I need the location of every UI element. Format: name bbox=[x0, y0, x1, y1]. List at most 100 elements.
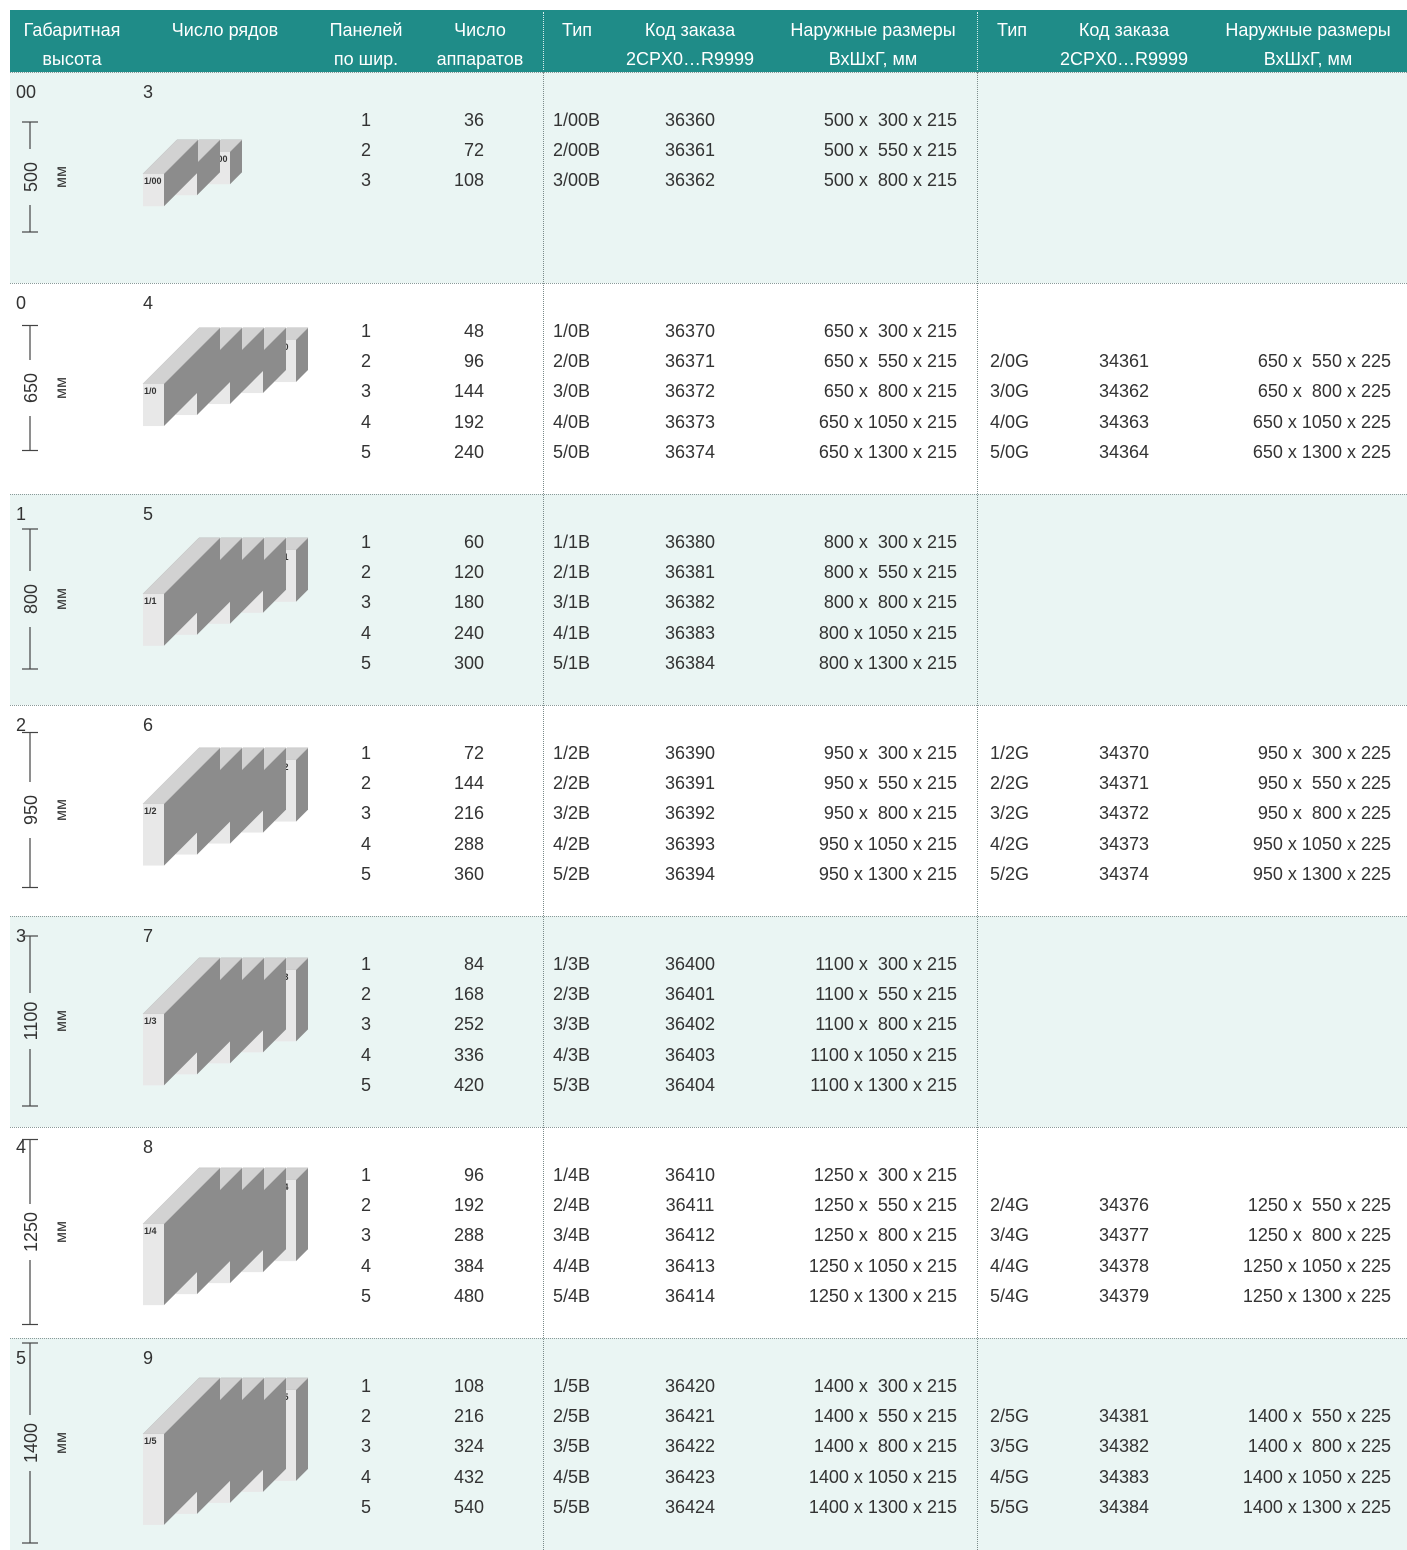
dimensions: 650 x 1300 x 225 bbox=[1252, 441, 1391, 462]
order-code: 36424 bbox=[664, 1496, 716, 1517]
header-cell: по шир. bbox=[333, 49, 399, 69]
cabinet-side bbox=[164, 1167, 220, 1306]
dimensions: 650 x 1300 x 215 bbox=[818, 441, 957, 462]
header-divider bbox=[543, 12, 544, 70]
dimensions: 800 x 550 x 215 bbox=[823, 562, 957, 583]
panels: 1 bbox=[360, 743, 372, 763]
dimensions: 500 x 550 x 215 bbox=[823, 140, 957, 161]
type: 5/2B bbox=[553, 863, 591, 884]
type: 2/1B bbox=[553, 562, 591, 583]
header-cell: высота bbox=[42, 49, 102, 69]
cabinet-front bbox=[143, 803, 164, 866]
type: 1/4B bbox=[553, 1165, 591, 1185]
order-code: 34376 bbox=[1098, 1195, 1150, 1216]
devices: 168 bbox=[453, 984, 484, 1005]
cabinet-side bbox=[263, 957, 286, 1053]
devices: 96 bbox=[463, 351, 484, 372]
cabinet-side bbox=[164, 747, 220, 866]
cabinet-side bbox=[230, 747, 264, 844]
height-unit: мм bbox=[53, 588, 70, 610]
order-code: 36361 bbox=[664, 140, 716, 161]
dimensions: 950 x 1300 x 215 bbox=[818, 863, 957, 884]
devices: 252 bbox=[453, 1014, 484, 1035]
dimensions: 1400 x 550 x 225 bbox=[1247, 1406, 1391, 1427]
size-code: 2 bbox=[16, 715, 27, 735]
type: 4/3B bbox=[553, 1044, 591, 1065]
rows-count: 9 bbox=[143, 1348, 154, 1368]
panels: 2 bbox=[360, 562, 372, 583]
dimensions: 1400 x 1300 x 215 bbox=[808, 1496, 957, 1517]
cabinet-side bbox=[197, 139, 220, 196]
cabinet-front bbox=[143, 1223, 164, 1306]
type: 1/2G bbox=[990, 743, 1030, 763]
cabinet-side bbox=[164, 957, 220, 1086]
devices: 300 bbox=[453, 652, 484, 673]
type: 2/4B bbox=[553, 1195, 591, 1216]
panels: 2 bbox=[360, 773, 372, 794]
order-code: 34363 bbox=[1098, 411, 1150, 432]
type: 3/4G bbox=[990, 1225, 1030, 1246]
header-cell: Тип bbox=[996, 20, 1028, 40]
type: 2/5G bbox=[990, 1406, 1030, 1427]
dimensions: 500 x 300 x 215 bbox=[823, 110, 957, 130]
order-code: 36400 bbox=[664, 954, 716, 974]
type: 3/0G bbox=[990, 381, 1030, 402]
type: 5/4B bbox=[553, 1285, 591, 1306]
type: 2/4G bbox=[990, 1195, 1030, 1216]
type: 3/5B bbox=[553, 1436, 591, 1457]
size-code: 00 bbox=[16, 82, 37, 102]
cabinet-front bbox=[143, 1013, 164, 1086]
dimensions: 1250 x 1050 x 225 bbox=[1242, 1255, 1391, 1276]
panels: 1 bbox=[360, 954, 372, 974]
cabinet-label: 1/2 bbox=[144, 806, 157, 816]
order-code: 36401 bbox=[664, 984, 716, 1005]
rows-count: 6 bbox=[143, 715, 154, 735]
devices: 144 bbox=[453, 381, 484, 402]
height-unit: мм bbox=[53, 1010, 70, 1032]
type: 3/3B bbox=[553, 1014, 591, 1035]
panels: 1 bbox=[360, 110, 372, 130]
dimensions: 1400 x 300 x 215 bbox=[813, 1376, 957, 1396]
order-code: 36373 bbox=[664, 411, 716, 432]
illustration: 1400мм5/54/53/52/51/5 bbox=[21, 1342, 309, 1544]
type: 4/2G bbox=[990, 833, 1030, 854]
cabinet-side bbox=[230, 327, 264, 405]
order-code: 36414 bbox=[664, 1285, 716, 1306]
illustration: 950мм5/24/23/22/21/2 bbox=[21, 731, 309, 889]
panels: 3 bbox=[360, 1436, 372, 1457]
devices: 216 bbox=[453, 803, 484, 824]
cabinet-front bbox=[143, 1433, 164, 1525]
table-header bbox=[10, 10, 1407, 72]
dimensions: 650 x 1050 x 215 bbox=[818, 411, 957, 432]
type: 4/4B bbox=[553, 1255, 591, 1276]
type: 2/5B bbox=[553, 1406, 591, 1427]
order-code: 36394 bbox=[664, 863, 716, 884]
dimensions: 950 x 1050 x 215 bbox=[818, 833, 957, 854]
height-value: 1250 bbox=[21, 1212, 41, 1252]
header-cell: Число рядов bbox=[171, 20, 279, 40]
cabinet-side bbox=[164, 139, 198, 207]
dimensions: 650 x 1050 x 225 bbox=[1252, 411, 1391, 432]
header-cell: Код заказа bbox=[644, 20, 736, 40]
size-code: 5 bbox=[16, 1348, 27, 1368]
cabinet-side bbox=[197, 327, 242, 416]
type: 5/5B bbox=[553, 1496, 591, 1517]
cabinet-top bbox=[142, 537, 221, 595]
type: 3/00B bbox=[553, 170, 601, 191]
panels: 5 bbox=[360, 652, 372, 673]
dimensions: 1100 x 300 x 215 bbox=[815, 954, 957, 974]
rows-count: 4 bbox=[143, 293, 154, 313]
header-cell: 2CPX0…R9999 bbox=[625, 49, 755, 69]
dimensions: 950 x 550 x 215 bbox=[823, 773, 957, 794]
height-unit: мм bbox=[53, 377, 70, 399]
header-cell: Код заказа bbox=[1078, 20, 1170, 40]
type: 2/0B bbox=[553, 351, 591, 372]
dimensions: 1400 x 1300 x 225 bbox=[1242, 1496, 1391, 1517]
devices: 288 bbox=[453, 1225, 484, 1246]
type: 2/3B bbox=[553, 984, 591, 1005]
cabinet-side bbox=[230, 537, 264, 624]
cabinet-side bbox=[263, 327, 286, 394]
panels: 5 bbox=[360, 1285, 372, 1306]
type: 3/1B bbox=[553, 592, 591, 613]
dimensions: 650 x 550 x 215 bbox=[823, 351, 957, 372]
